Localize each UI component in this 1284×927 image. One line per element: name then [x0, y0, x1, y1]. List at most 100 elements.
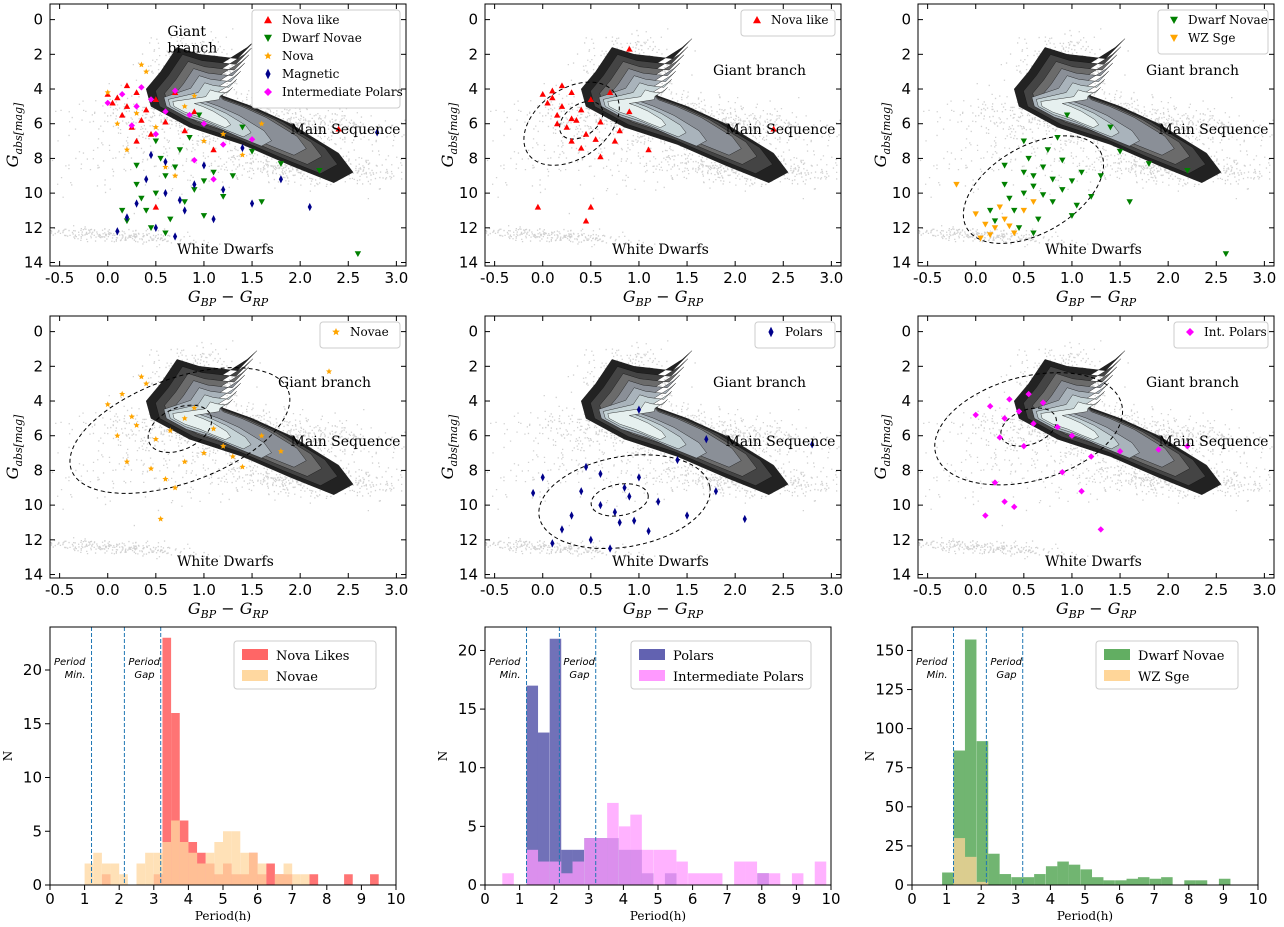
confidence-ellipse [589, 480, 651, 521]
x-tick-label: 1 [942, 890, 952, 908]
hist-bar [942, 872, 954, 885]
x-tick-label: 0.5 [144, 269, 168, 287]
period-gap-label: Period [128, 657, 160, 668]
x-tick-label: 1.5 [675, 581, 699, 599]
hist-bar [561, 873, 573, 885]
data-point [158, 516, 164, 522]
y-tick-label: 10 [892, 184, 911, 202]
hist-bar [119, 874, 128, 885]
hist-bar [573, 862, 585, 885]
data-point [583, 218, 589, 224]
giant-branch-label: Giant branch [1146, 375, 1239, 391]
x-tick-label: 2 [114, 890, 124, 908]
data-point [598, 501, 602, 509]
hist-series [85, 821, 310, 886]
x-tick-label: 9 [357, 890, 367, 908]
data-point [1001, 182, 1007, 188]
data-point [143, 208, 149, 214]
hist-bar [965, 857, 977, 885]
data-point [588, 204, 594, 210]
y-tick-label: 15 [458, 700, 477, 718]
period-gap-label: Period [563, 657, 595, 668]
period-min-label: Period [489, 657, 521, 668]
x-tick-label: 7 [1149, 890, 1159, 908]
giant-branch-label: Giant branch [713, 63, 806, 79]
background-stars [777, 28, 1284, 248]
data-point [153, 204, 159, 210]
y-tick-label: 2 [33, 45, 43, 63]
y-tick-label: 8 [468, 149, 478, 167]
data-point [173, 232, 177, 240]
main-sequence-label: Main Sequence [1159, 434, 1269, 450]
hist-bar [538, 862, 550, 885]
giant-branch-label-2: branch [167, 41, 217, 57]
data-point [148, 466, 154, 472]
y-tick-label: 0 [894, 876, 904, 894]
giant-branch-label: Giant branch [278, 375, 371, 391]
data-point [148, 225, 154, 231]
y-tick-label: 12 [459, 219, 478, 237]
data-point [583, 131, 589, 137]
hist-bar [145, 853, 154, 885]
data-point [220, 194, 226, 200]
density-contours [1014, 39, 1221, 183]
data-point [1030, 184, 1036, 190]
y-tick-label: 150 [875, 641, 904, 659]
main-sequence-label: Main Sequence [291, 122, 401, 138]
x-tick-label: 5 [653, 890, 663, 908]
x-tick-label: 0.0 [964, 269, 988, 287]
hist-bar [1023, 877, 1035, 885]
data-point [1021, 443, 1027, 449]
hist-bar [1184, 880, 1196, 885]
legend-swatch [1104, 670, 1130, 681]
y-tick-label: 0 [33, 323, 43, 341]
y-tick-label: 2 [468, 45, 478, 63]
x-tick-label: 0 [480, 890, 490, 908]
data-point [135, 199, 139, 207]
data-point [129, 122, 135, 128]
data-point [714, 487, 718, 495]
data-point [1078, 170, 1084, 176]
data-point [201, 213, 207, 219]
x-axis-label: GBP − GRP [188, 287, 269, 309]
y-tick-label: 0 [901, 323, 911, 341]
hist-bar [1000, 874, 1012, 885]
plot-area [344, 28, 1016, 248]
hist-bar [988, 854, 1000, 885]
data-point [1011, 208, 1017, 214]
x-tick-label: 0.0 [96, 269, 120, 287]
data-point [154, 224, 158, 232]
legend-swatch [639, 670, 665, 681]
data-point [987, 403, 993, 409]
data-point [1045, 147, 1051, 153]
data-point [133, 89, 139, 95]
hist-bar [642, 850, 654, 885]
period-gap-label-2: Gap [996, 670, 1016, 681]
data-point [1021, 139, 1027, 145]
data-point [211, 215, 215, 223]
period-gap-label-2: Gap [569, 670, 589, 681]
hist-bar [102, 864, 111, 886]
hist-bar [1081, 869, 1093, 885]
legend-swatch [242, 649, 268, 660]
hist-bar [711, 873, 723, 885]
data-point [1001, 163, 1007, 169]
y-axis-label: Gabs[mag] [438, 102, 460, 167]
data-point [568, 138, 574, 144]
data-point [1035, 217, 1041, 223]
x-tick-label: 6 [253, 890, 263, 908]
x-tick-label: 3 [149, 890, 159, 908]
x-tick-label: 6 [688, 890, 698, 908]
x-tick-label: 10 [1248, 890, 1267, 908]
hist-bar [665, 850, 677, 885]
data-point [1025, 156, 1031, 162]
hist-bar [188, 853, 197, 885]
plot-area [777, 340, 1284, 560]
data-point [541, 473, 545, 481]
data-point [143, 381, 149, 387]
data-point [163, 158, 167, 166]
hist-bar [266, 864, 275, 886]
data-point [987, 208, 993, 214]
x-tick-label: 0 [907, 890, 917, 908]
